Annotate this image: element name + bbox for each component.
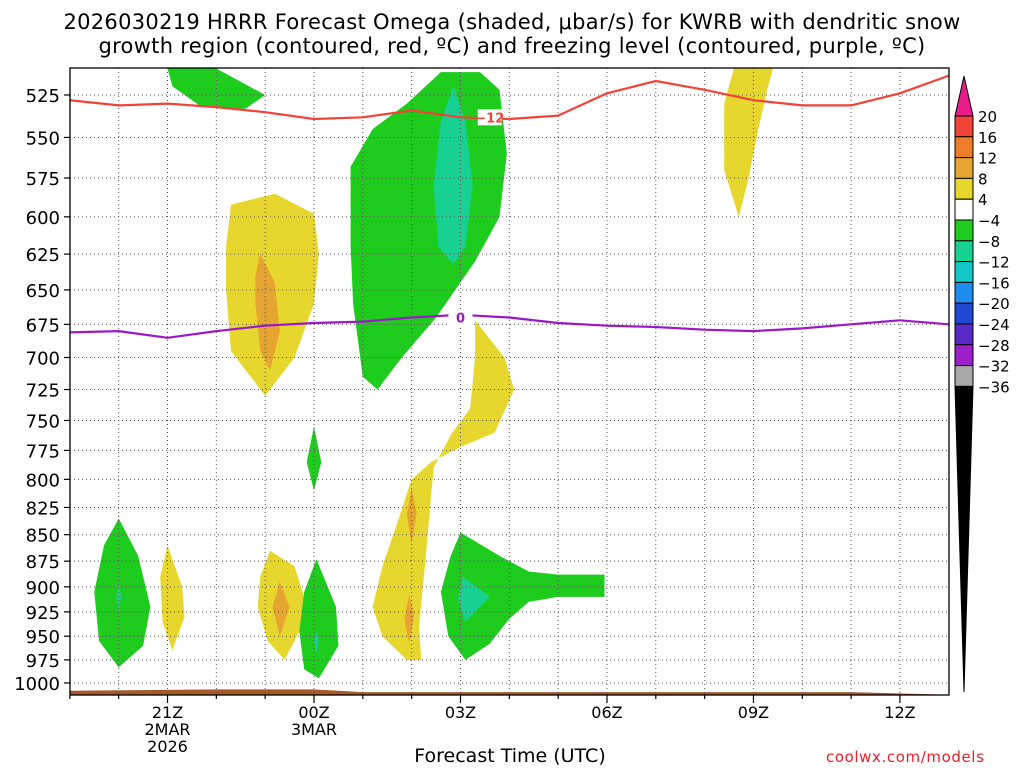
colorbar-extend-bottom	[954, 385, 974, 693]
omega-region-13	[116, 581, 122, 615]
x-tick-label-4-0: 09Z	[738, 703, 769, 722]
omega-region-3	[724, 68, 773, 217]
colorbar-label-8: −16	[978, 274, 1010, 292]
x-tick-label-0-0: 21Z	[152, 703, 183, 722]
y-tick-label-825: 825	[26, 498, 60, 519]
colorbar-label-9: −20	[978, 295, 1010, 313]
y-tick-label-575: 575	[26, 169, 60, 190]
y-tick-label-675: 675	[26, 315, 60, 336]
colorbar-bin-6	[954, 240, 974, 263]
colorbar-label-0: 20	[978, 108, 997, 126]
colorbar-bin-8	[954, 281, 974, 304]
colorbar-label-4: 4	[978, 191, 988, 209]
contour-line-1	[70, 313, 949, 339]
x-tick-label-1-1: 3MAR	[291, 720, 337, 739]
x-tick-label-0-1: 2MAR	[144, 720, 190, 739]
y-tick-label-550: 550	[26, 128, 60, 149]
y-tick-label-975: 975	[26, 651, 60, 672]
omega-region-10	[272, 581, 290, 637]
contour-label-bg-0	[477, 109, 502, 126]
x-tick-label-2-0: 03Z	[445, 703, 476, 722]
omega-region-14	[306, 426, 322, 491]
y-tick-label-1000: 1000	[14, 674, 60, 695]
omega-region-15	[299, 559, 339, 679]
colorbar-label-6: −8	[978, 233, 1000, 251]
y-tick-label-750: 750	[26, 411, 60, 432]
contour-label-bg-1	[448, 309, 473, 326]
colorbar-bin-2	[954, 157, 974, 179]
colorbar-label-13: −36	[978, 378, 1010, 396]
colorbar-bin-9	[954, 302, 974, 325]
y-tick-label-950: 950	[26, 627, 60, 648]
colorbar-label-3: 8	[978, 170, 988, 188]
colorbar-bin-10	[954, 323, 974, 346]
y-tick-label-725: 725	[26, 381, 60, 402]
colorbar-bin-0	[954, 115, 974, 138]
y-tick-label-525: 525	[26, 86, 60, 107]
colorbar: 20 16 12 8 4 −4 −8 −12 −16 −20 −24 −28 −32 −36	[954, 75, 1010, 693]
contour-label-1: 0	[456, 312, 465, 327]
colorbar-label-12: −32	[978, 358, 1010, 376]
x-axis-label: Forecast Time (UTC)	[414, 745, 606, 767]
y-tick-label-925: 925	[26, 603, 60, 624]
y-tick-label-600: 600	[26, 208, 60, 229]
colorbar-label-10: −24	[978, 316, 1010, 334]
contour-lines: −12 0	[70, 74, 949, 339]
x-tick-label-3-0: 06Z	[591, 703, 622, 722]
omega-region-2	[433, 86, 473, 265]
omega-region-12	[94, 518, 151, 668]
omega-region-17	[440, 532, 605, 660]
colorbar-bin-3	[954, 177, 974, 200]
contour-label-0: −12	[475, 111, 504, 126]
y-axis: 525 550 575 600 625 650 675 700 725 750 775 800 825 8…	[14, 86, 70, 695]
omega-region-8	[404, 594, 415, 644]
colorbar-bin-11	[954, 344, 974, 367]
omega-shading	[94, 68, 773, 679]
colorbar-extend-top	[954, 75, 974, 117]
y-tick-label-875: 875	[26, 552, 60, 573]
omega-region-6	[372, 320, 515, 660]
x-tick-label-1-0: 00Z	[298, 703, 329, 722]
colorbar-label-2: 12	[978, 150, 997, 168]
x-tick-label-5-0: 12Z	[884, 703, 915, 722]
chart-title-line-1: 2026030219 HRRR Forecast Omega (shaded, …	[63, 10, 961, 34]
y-tick-label-800: 800	[26, 470, 60, 491]
omega-region-11	[160, 545, 185, 651]
y-tick-label-625: 625	[26, 245, 60, 266]
colorbar-label-11: −28	[978, 337, 1010, 355]
omega-region-16	[314, 631, 319, 654]
y-tick-label-700: 700	[26, 349, 60, 370]
colorbar-label-1: 16	[978, 129, 997, 147]
gridlines	[69, 68, 949, 695]
colorbar-bin-7	[954, 261, 974, 283]
colorbar-label-7: −12	[978, 254, 1010, 272]
colorbar-bin-1	[954, 136, 974, 159]
y-tick-label-850: 850	[26, 526, 60, 547]
y-tick-label-650: 650	[26, 281, 60, 302]
y-tick-label-775: 775	[26, 441, 60, 462]
credit-link[interactable]: coolwx.com/models	[826, 748, 985, 766]
chart-title-line-2: growth region (contoured, red, ºC) and f…	[98, 34, 926, 58]
colorbar-bin-4	[954, 198, 974, 221]
colorbar-bin-5	[954, 219, 974, 242]
colorbar-label-5: −4	[978, 212, 1000, 230]
omega-region-5	[255, 254, 280, 371]
omega-region-18	[458, 576, 490, 622]
colorbar-bin-12	[954, 365, 974, 387]
y-tick-label-900: 900	[26, 578, 60, 599]
x-tick-label-0-2: 2026	[147, 737, 188, 756]
